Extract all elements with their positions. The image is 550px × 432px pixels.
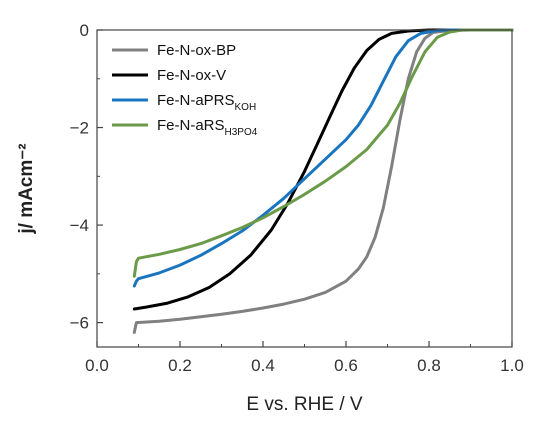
legend-label-2: Fe-N-aPRSKOH [157,92,256,113]
x-tick-label: 0.4 [251,356,275,375]
x-tick-label: 0.0 [85,356,109,375]
x-tick-label: 0.6 [334,356,358,375]
legend-label-main: Fe-N-aRS [157,117,225,134]
legend-label-1: Fe-N-ox-V [157,67,226,84]
y-axis-label: j/ mAcm⁻² [16,143,37,234]
series-line-3 [132,28,514,278]
series-line-0 [132,28,514,334]
series-layer [132,28,514,334]
legend-label-subscript: H3PO4 [225,127,258,138]
legend-label-0: Fe-N-ox-BP [157,42,236,59]
y-axis: 0 −2 −4 −6 [70,21,103,333]
legend-label-3: Fe-N-aRSH3PO4 [157,117,258,138]
y-tick-label: −6 [70,314,89,333]
legend: Fe-N-ox-BP Fe-N-ox-V Fe-N-aPRSKOH Fe-N-aRSH… [112,42,258,138]
x-axis-label: E vs. RHE / V [246,394,362,415]
x-tick-label: 1.0 [500,356,524,375]
x-axis: 0.0 0.2 0.4 0.6 0.8 1.0 [85,341,524,375]
x-tick-label: 0.8 [417,356,441,375]
legend-label-main: Fe-N-ox-V [157,67,226,84]
x-tick-label: 0.2 [168,356,192,375]
legend-label-subscript: KOH [235,102,257,113]
legend-label-main: Fe-N-aPRS [157,92,235,109]
y-tick-label: −4 [70,216,89,235]
legend-label-main: Fe-N-ox-BP [157,42,236,59]
y-tick-label: 0 [80,21,89,40]
series-line-1 [132,28,514,311]
y-tick-label: −2 [70,119,89,138]
series-line-2 [132,28,514,288]
